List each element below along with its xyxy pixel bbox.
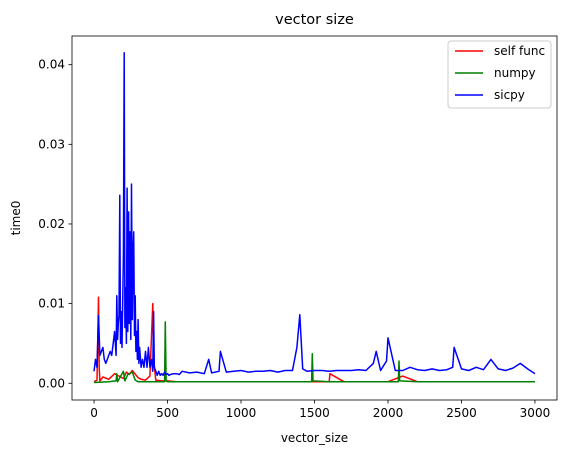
y-tick-label: 0.01 — [38, 297, 65, 311]
x-tick-label: 2500 — [446, 406, 477, 420]
series-line-numpy — [93, 321, 535, 384]
x-tick-label: 0 — [90, 406, 98, 420]
x-tick-label: 1000 — [226, 406, 257, 420]
x-axis-ticks: 0 500 1000 1500 2000 2500 3000 — [90, 400, 550, 420]
x-tick-label: 2000 — [373, 406, 404, 420]
series-layer — [93, 51, 536, 384]
legend: self func numpy sicpy — [447, 40, 552, 109]
x-axis-label: vector_size — [281, 431, 348, 445]
x-tick-label: 1500 — [299, 406, 330, 420]
y-tick-label: 0.04 — [38, 58, 65, 72]
chart-title: vector size — [275, 12, 354, 28]
y-tick-label: 0.03 — [38, 137, 65, 151]
legend-frame — [447, 40, 552, 109]
y-axis-label: time0 — [9, 201, 23, 236]
x-tick-label: 3000 — [520, 406, 551, 420]
x-tick-label: 500 — [156, 406, 179, 420]
series-line-sicpy — [93, 51, 536, 377]
legend-label-numpy: numpy — [494, 66, 536, 80]
y-axis-ticks: 0.00 0.01 0.02 0.03 0.04 — [38, 58, 72, 390]
y-tick-label: 0.00 — [38, 376, 65, 390]
legend-label-self-func: self func — [494, 44, 545, 58]
y-tick-label: 0.02 — [38, 217, 65, 231]
legend-label-sicpy: sicpy — [494, 88, 525, 102]
